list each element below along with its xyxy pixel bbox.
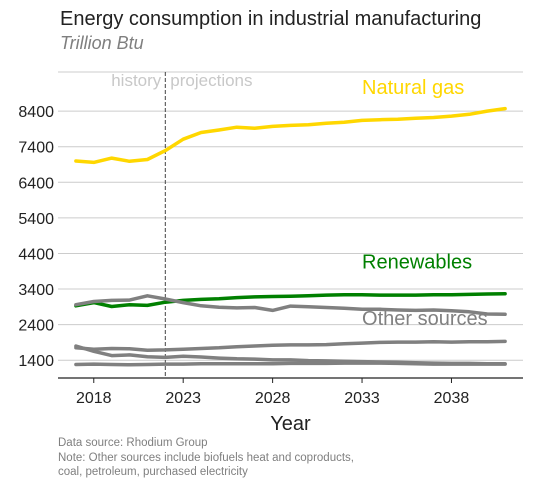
footnote-line-2: coal, petroleum, purchased electricity <box>58 466 248 478</box>
series-line-renewables <box>74 291 507 309</box>
series-line-other-sources <box>74 339 507 352</box>
x-tick-label: 2028 <box>255 390 291 407</box>
series-label-renewables: Renewables <box>362 251 472 273</box>
y-tick-label: 2400 <box>18 318 54 335</box>
y-tick-label: 8400 <box>18 104 54 121</box>
line-chart: 1400 2400 3400 4400 5400 6400 7400 8400 2018 2023… <box>18 71 523 430</box>
projections-label: projections <box>170 71 252 90</box>
y-tick-label: 4400 <box>18 246 54 263</box>
y-tick-label: 3400 <box>18 282 54 299</box>
y-tick-label: 1400 <box>18 353 54 370</box>
x-tick-label: 2033 <box>344 390 380 407</box>
footnote-line-1: Note: Other sources include biofuels hea… <box>58 452 354 464</box>
x-tick-label: 2018 <box>76 390 112 407</box>
x-tick-label: 2023 <box>165 390 201 407</box>
series-line-other-sources <box>74 361 507 367</box>
series-label-other-sources: Other sources <box>362 308 488 330</box>
x-tick-label: 2038 <box>434 390 470 407</box>
chart-title: Energy consumption in industrial manufac… <box>60 8 482 30</box>
data-source-note: Data source: Rhodium Group <box>58 437 208 449</box>
y-tick-label: 7400 <box>18 140 54 157</box>
y-tick-label: 6400 <box>18 175 54 192</box>
series-line-other-sources <box>74 294 507 317</box>
x-axis-label: Year <box>270 413 311 430</box>
series-line-natural-gas <box>74 106 507 165</box>
history-label: history <box>111 71 162 90</box>
y-tick-label: 5400 <box>18 211 54 228</box>
series-label-natural-gas: Natural gas <box>362 77 464 99</box>
chart-subtitle: Trillion Btu <box>60 33 144 53</box>
